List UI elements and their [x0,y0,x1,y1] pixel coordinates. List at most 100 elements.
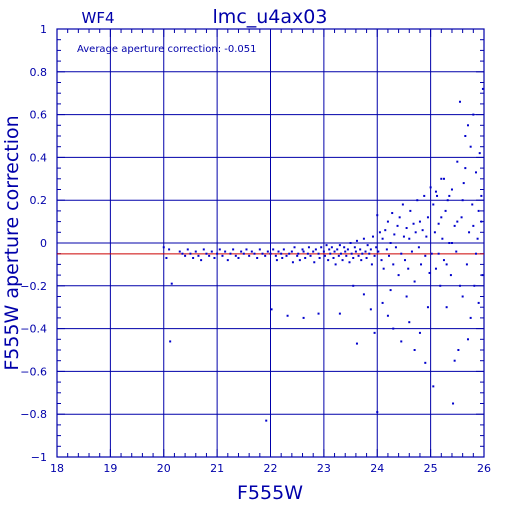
data-point [338,312,341,315]
data-point [345,254,348,257]
data-point [288,252,291,255]
data-point [445,263,448,266]
data-point [408,237,411,240]
data-point [381,301,384,304]
data-point [373,331,376,334]
data-point [360,259,363,262]
data-point [433,231,436,234]
data-point [472,224,475,227]
data-point [322,250,325,253]
data-point [442,259,445,262]
data-point [269,252,272,255]
data-point [234,254,237,257]
data-point [169,340,172,343]
data-point [378,231,381,234]
data-point [472,113,475,116]
data-point [430,252,433,255]
data-point [407,267,410,270]
y-tick-label: 0 [40,237,47,250]
x-tick-label: 18 [50,462,64,475]
x-tick-label: 21 [210,462,224,475]
data-point [456,220,459,223]
data-point [338,244,341,247]
data-point [448,242,451,244]
x-tick-label: 26 [477,462,491,475]
data-point [380,259,383,262]
data-point [261,252,264,255]
data-point [170,282,173,285]
y-tick-label: −0.6 [20,365,47,378]
data-point [282,248,285,251]
data-point [445,306,448,309]
data-point [369,248,372,251]
data-point [302,250,305,253]
data-point [306,252,309,255]
data-point [205,252,208,255]
data-point [446,199,449,202]
data-point [373,254,376,257]
data-points [162,87,484,422]
data-point [301,248,304,251]
data-point [280,252,283,255]
data-point [477,209,480,212]
data-point [376,411,379,414]
data-point [242,252,245,255]
data-point [302,316,305,319]
data-point [410,250,413,253]
data-point [469,145,472,148]
data-point [200,259,203,262]
data-point [440,177,443,180]
data-point [441,237,444,240]
data-point [221,254,224,257]
data-point [320,246,323,249]
data-point [232,248,235,251]
data-point [471,203,474,206]
data-point [352,256,355,259]
data-point [398,216,401,219]
grid [56,28,485,458]
data-point [425,235,428,238]
data-point [405,227,408,230]
data-point [469,316,472,319]
data-point [396,224,399,227]
data-point [189,252,192,255]
x-tick-label: 19 [103,462,117,475]
data-point [424,254,427,257]
data-point [293,246,296,249]
y-tick-label: −0.4 [20,323,47,336]
data-point [304,256,307,259]
data-point [389,242,392,244]
data-point [192,256,195,259]
data-point [330,246,333,249]
data-point [439,284,442,287]
data-point [421,229,424,232]
data-point [400,252,403,255]
data-point [165,256,168,259]
data-point [313,261,316,264]
data-point [387,254,390,257]
data-point [290,250,293,253]
data-point [464,135,467,137]
y-tick-label: 1 [40,23,47,36]
data-point [218,248,221,251]
data-point [323,254,326,257]
data-point [474,171,477,174]
data-point [355,342,358,345]
data-point [314,248,317,251]
data-point [357,254,360,257]
data-point [405,295,408,298]
data-point [449,274,452,277]
data-point [478,152,481,155]
average-annotation: Average aperture correction: -0.051 [77,44,257,55]
data-point [213,256,216,259]
data-point [312,250,315,253]
data-point [291,261,294,264]
tick-labels: 18 19 20 21 22 23 24 25 26 1 0.8 0.6 0.4 0.2 0 −0.2 −0.4… [20,23,491,475]
data-point [437,252,440,255]
data-point [392,263,395,266]
data-point [368,252,371,255]
x-tick-label: 23 [317,462,331,475]
chart-title: lmc_u4ax03 [213,6,328,28]
data-point [418,331,421,334]
